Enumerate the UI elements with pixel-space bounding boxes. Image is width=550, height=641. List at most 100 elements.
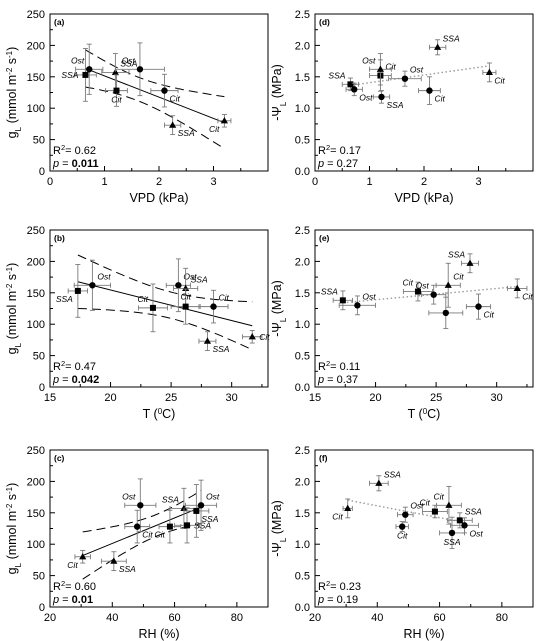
marker-triangle bbox=[466, 259, 474, 266]
point-label: SSA bbox=[56, 294, 73, 304]
y-tick-label: 1.0 bbox=[295, 319, 310, 331]
point-label: Cit bbox=[494, 75, 505, 85]
data-point-triangle: Cit bbox=[435, 262, 464, 308]
y-tick-label: 0.0 bbox=[295, 602, 310, 614]
panel-label: (d) bbox=[319, 17, 330, 27]
marker-circle bbox=[399, 523, 406, 530]
y-tick-label: 200 bbox=[27, 256, 45, 268]
marker-triangle bbox=[169, 121, 177, 128]
x-tick-label: 1 bbox=[366, 176, 372, 188]
panel-a: 0 1 2 3 0 50 100 150 200 250 (a) VPD (kPa) gL (mmol … bbox=[5, 9, 269, 205]
marker-circle bbox=[351, 86, 358, 93]
y-tick-label: 50 bbox=[33, 351, 45, 363]
marker-circle bbox=[175, 282, 182, 289]
marker-triangle bbox=[111, 68, 119, 76]
x-tick-label: 2 bbox=[156, 176, 162, 188]
point-label: Ost bbox=[410, 65, 424, 75]
point-label: Cit bbox=[434, 491, 445, 501]
regression-line bbox=[85, 67, 225, 124]
y-tick-label: 50 bbox=[33, 571, 45, 583]
marker-square bbox=[184, 522, 191, 529]
y-tick-label: 0.5 bbox=[295, 571, 310, 583]
panel-d: 0 1 2 3 0.0 0.5 1.0 1.5 2.0 2.5 (d) VPD (kPa) -ΨL (M… bbox=[270, 9, 534, 205]
marker-circle bbox=[137, 502, 144, 509]
point-label: SSA bbox=[212, 344, 229, 354]
data-point-square: Cit bbox=[420, 498, 448, 519]
y-tick-label: 150 bbox=[27, 288, 45, 300]
y-tick-label: 2.0 bbox=[295, 40, 310, 52]
data-point-circle: Ost bbox=[114, 42, 165, 97]
marker-triangle bbox=[513, 284, 521, 292]
marker-circle bbox=[134, 523, 141, 530]
marker-circle bbox=[89, 282, 96, 289]
y-axis-title: -ΨL (MPa) bbox=[270, 64, 288, 121]
data-point-circle: Ost bbox=[73, 259, 111, 311]
marker-triangle bbox=[220, 116, 228, 124]
y-tick-label: 2.5 bbox=[295, 225, 310, 237]
marker-circle bbox=[402, 511, 409, 518]
point-label: SSA bbox=[119, 564, 136, 574]
y-tick-label: 1.0 bbox=[295, 539, 310, 551]
point-label: Ost bbox=[183, 271, 197, 281]
r-squared-label: R2= 0.47 bbox=[53, 359, 96, 374]
marker-circle bbox=[197, 502, 205, 509]
panel-label: (a) bbox=[54, 17, 65, 27]
regression-line bbox=[350, 65, 490, 87]
r-squared-label: R2= 0.60 bbox=[53, 579, 96, 594]
point-label: Cit bbox=[434, 94, 445, 104]
marker-circle bbox=[442, 309, 449, 317]
panel-f: 20 40 60 80 0.0 0.5 1.0 1.5 2.0 2.5 (f) RH (%) -ΨL (… bbox=[270, 445, 534, 641]
marker-triangle bbox=[344, 504, 352, 512]
x-tick-label: 20 bbox=[44, 612, 56, 624]
confidence-band-upper bbox=[82, 490, 202, 533]
data-point-circle: Ost bbox=[165, 258, 197, 313]
data-point-triangle: SSA bbox=[429, 33, 460, 56]
data-point-circle: Ost bbox=[345, 82, 373, 102]
x-axis-title: T (0C) bbox=[408, 407, 441, 422]
point-label: Cit bbox=[484, 310, 495, 320]
marker-square bbox=[456, 517, 463, 524]
y-tick-label: 200 bbox=[27, 40, 45, 52]
marker-square bbox=[166, 523, 173, 530]
data-point-triangle: Cit bbox=[482, 62, 505, 85]
point-label: Cit bbox=[403, 278, 414, 288]
marker-triangle bbox=[485, 68, 493, 76]
marker-triangle bbox=[203, 337, 212, 344]
marker-square bbox=[193, 507, 200, 514]
point-label: Ost bbox=[362, 55, 376, 65]
marker-circle bbox=[86, 66, 93, 73]
y-axis-title: -ΨL (MPa) bbox=[270, 280, 288, 337]
point-label: Cit bbox=[522, 291, 533, 301]
data-point-circle: Ost bbox=[415, 281, 447, 305]
point-label: SSA bbox=[194, 520, 211, 530]
marker-triangle bbox=[248, 332, 256, 340]
point-label: Cit bbox=[219, 293, 230, 303]
x-axis-title: RH (%) bbox=[404, 627, 445, 641]
marker-square bbox=[347, 81, 354, 88]
panel-label: (b) bbox=[54, 233, 65, 243]
x-tick-label: 40 bbox=[371, 612, 383, 624]
regression-line bbox=[77, 281, 253, 327]
point-label: SSA bbox=[328, 70, 345, 80]
regression-line bbox=[342, 285, 518, 304]
data-point-square: SSA bbox=[321, 286, 353, 311]
marker-triangle bbox=[444, 281, 452, 288]
confidence-band-upper bbox=[77, 254, 253, 303]
panel-label: (f) bbox=[319, 453, 328, 463]
data-point-triangle: SSA bbox=[163, 115, 195, 138]
marker-circle bbox=[430, 291, 437, 298]
x-axis-title: VPD (kPa) bbox=[129, 191, 188, 205]
point-label: Cit bbox=[142, 530, 153, 540]
y-tick-label: 2.5 bbox=[295, 9, 310, 21]
data-point-circle: SSA bbox=[372, 90, 404, 110]
data-point-triangle: Cit bbox=[507, 278, 533, 301]
r-squared-label: R2= 0.62 bbox=[53, 143, 96, 158]
data-point-circle: Cit bbox=[198, 289, 230, 324]
point-label: Cit bbox=[138, 294, 149, 304]
point-label: SSA bbox=[178, 128, 195, 138]
data-point-circle: Ost bbox=[397, 501, 424, 523]
data-point-circle: Ost bbox=[185, 479, 220, 531]
y-axis-title: gL (mmol m-2 s-1) bbox=[5, 263, 23, 355]
y-tick-label: 0.5 bbox=[295, 135, 310, 147]
x-tick-label: 3 bbox=[210, 176, 216, 188]
